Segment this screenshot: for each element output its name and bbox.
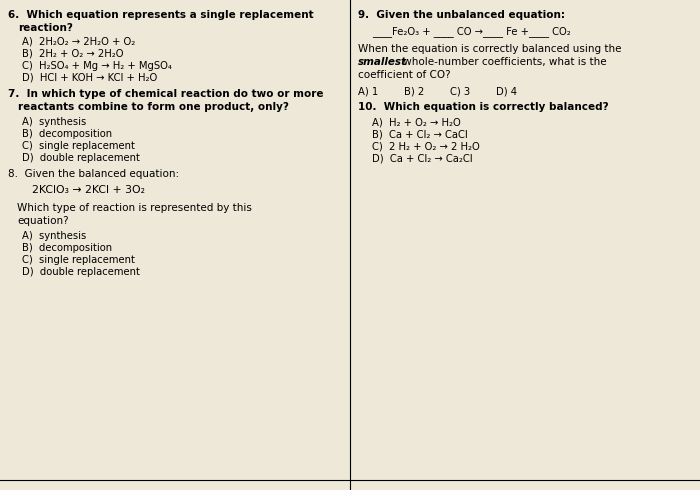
Text: B)  decomposition: B) decomposition (22, 129, 112, 139)
Text: smallest: smallest (358, 57, 407, 67)
Text: A)  H₂ + O₂ → H₂O: A) H₂ + O₂ → H₂O (372, 117, 461, 127)
Text: C)  single replacement: C) single replacement (22, 141, 135, 151)
Text: D)  HCl + KOH → KCl + H₂O: D) HCl + KOH → KCl + H₂O (22, 73, 158, 83)
Text: A)  2H₂O₂ → 2H₂O + O₂: A) 2H₂O₂ → 2H₂O + O₂ (22, 37, 135, 47)
Text: 6.  Which equation represents a single replacement: 6. Which equation represents a single re… (8, 10, 314, 20)
Text: A)  synthesis: A) synthesis (22, 231, 86, 241)
Text: C)  H₂SO₄ + Mg → H₂ + MgSO₄: C) H₂SO₄ + Mg → H₂ + MgSO₄ (22, 61, 172, 71)
Text: A)  synthesis: A) synthesis (22, 117, 86, 127)
Text: B)  decomposition: B) decomposition (22, 243, 112, 253)
Text: C)  single replacement: C) single replacement (22, 255, 135, 265)
Text: B) 2: B) 2 (404, 86, 424, 96)
Text: D)  Ca + Cl₂ → Ca₂Cl: D) Ca + Cl₂ → Ca₂Cl (372, 153, 473, 163)
Text: D)  double replacement: D) double replacement (22, 267, 140, 277)
Text: D)  double replacement: D) double replacement (22, 153, 140, 163)
Text: 7.  In which type of chemical reaction do two or more: 7. In which type of chemical reaction do… (8, 89, 323, 99)
Text: C) 3: C) 3 (450, 86, 470, 96)
Text: 9.  Given the unbalanced equation:: 9. Given the unbalanced equation: (358, 10, 565, 20)
Text: D) 4: D) 4 (496, 86, 517, 96)
Text: Which type of reaction is represented by this: Which type of reaction is represented by… (17, 203, 252, 213)
Text: coefficient of CO?: coefficient of CO? (358, 70, 451, 80)
Text: ____Fe₂O₃ + ____ CO →____ Fe +____ CO₂: ____Fe₂O₃ + ____ CO →____ Fe +____ CO₂ (372, 26, 570, 37)
Text: reactants combine to form one product, only?: reactants combine to form one product, o… (18, 102, 289, 112)
Text: 8.  Given the balanced equation:: 8. Given the balanced equation: (8, 169, 179, 179)
Text: A) 1: A) 1 (358, 86, 378, 96)
Text: When the equation is correctly balanced using the: When the equation is correctly balanced … (358, 44, 622, 54)
Text: whole-number coefficients, what is the: whole-number coefficients, what is the (400, 57, 607, 67)
Text: reaction?: reaction? (18, 23, 73, 33)
Text: B)  Ca + Cl₂ → CaCl: B) Ca + Cl₂ → CaCl (372, 129, 468, 139)
Text: 10.  Which equation is correctly balanced?: 10. Which equation is correctly balanced… (358, 102, 608, 112)
Text: 2KClO₃ → 2KCl + 3O₂: 2KClO₃ → 2KCl + 3O₂ (32, 185, 145, 195)
Text: equation?: equation? (17, 216, 69, 226)
Text: C)  2 H₂ + O₂ → 2 H₂O: C) 2 H₂ + O₂ → 2 H₂O (372, 141, 480, 151)
Text: B)  2H₂ + O₂ → 2H₂O: B) 2H₂ + O₂ → 2H₂O (22, 49, 123, 59)
